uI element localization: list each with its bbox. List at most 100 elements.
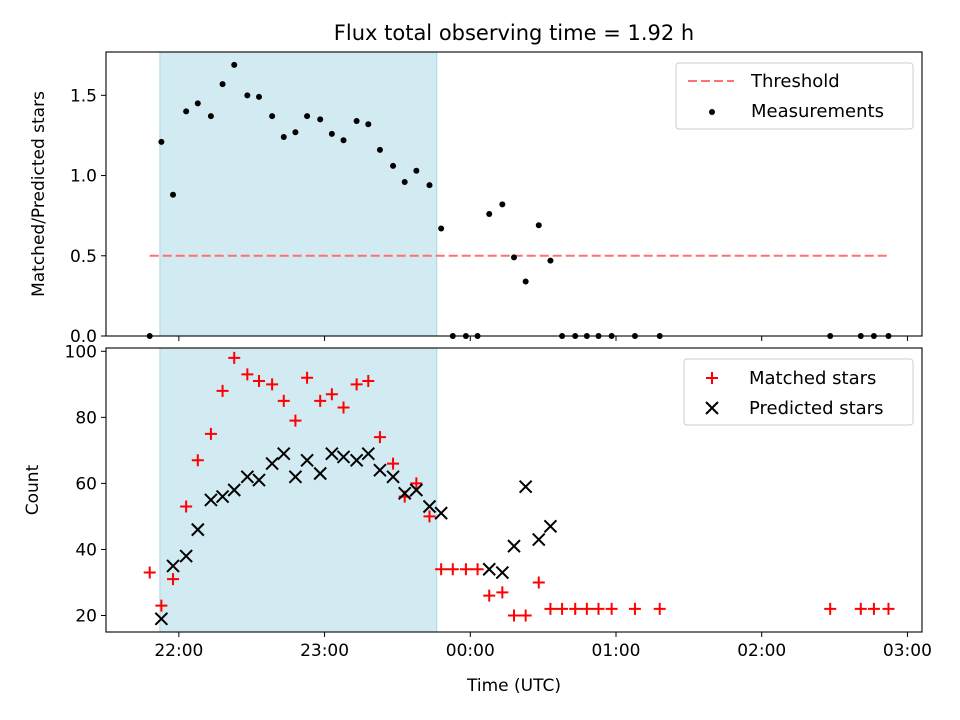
predicted-star-marker — [265, 456, 279, 471]
legend-matched-swatch — [706, 372, 718, 384]
measurement-point — [353, 117, 360, 124]
matched-star-marker — [569, 602, 582, 615]
bottom-y-tick-label: 20 — [75, 606, 97, 626]
chart-title: Flux total observing time = 1.92 h — [334, 21, 694, 45]
top-y-tick-label: 1.5 — [70, 86, 97, 106]
x-tick-label: 01:00 — [592, 641, 641, 661]
matched-star-marker — [204, 427, 217, 440]
matched-star-marker — [519, 609, 532, 622]
matched-star-marker — [508, 609, 520, 622]
measurement-point — [256, 93, 262, 100]
top-x-axis — [178, 336, 908, 341]
matched-star-marker — [483, 589, 496, 602]
legend-measurements-swatch — [709, 109, 715, 115]
predicted-star-marker — [166, 559, 180, 573]
matched-star-marker — [325, 388, 338, 401]
matched-star-marker — [867, 602, 880, 615]
matched-star-marker — [471, 563, 484, 576]
predicted-star-marker — [252, 473, 266, 487]
measurement-point — [219, 81, 226, 88]
measurement-point — [328, 130, 335, 137]
predicted-star-marker — [227, 483, 241, 497]
matched-star-marker — [556, 602, 569, 615]
matched-star-marker — [882, 602, 895, 615]
measurement-point — [511, 254, 517, 261]
bottom-legend: Matched stars Predicted stars — [683, 358, 914, 426]
measurement-point — [438, 225, 445, 232]
predicted-star-marker — [518, 479, 533, 494]
predicted-star-marker — [409, 483, 424, 497]
matched-star-marker — [544, 602, 557, 615]
matched-star-marker — [167, 573, 180, 586]
matched-star-marker — [155, 599, 168, 612]
predicted-star-marker — [361, 446, 375, 461]
measurement-point — [158, 138, 165, 145]
measurement-point — [413, 167, 420, 174]
matched-star-marker — [653, 602, 666, 615]
matched-star-marker — [289, 414, 302, 427]
measurement-point — [183, 108, 190, 115]
x-tick-label: 00:00 — [446, 641, 495, 661]
matched-star-marker — [337, 401, 350, 414]
matched-star-marker — [350, 378, 363, 391]
predicted-star-marker — [277, 446, 291, 461]
x-tick-label: 23:00 — [300, 641, 349, 661]
matched-star-marker — [143, 566, 156, 579]
matched-star-marker — [824, 602, 837, 615]
matched-star-marker — [387, 457, 400, 470]
predicted-star-marker — [507, 539, 521, 553]
measurement-point — [292, 129, 299, 136]
matched-star-marker — [314, 394, 327, 407]
measurement-point — [401, 178, 408, 185]
matched-star-marker — [423, 510, 436, 523]
x-tick-label: 22:00 — [154, 641, 203, 661]
measurement-point — [376, 146, 383, 153]
legend-measurements-label: Measurements — [751, 101, 884, 122]
bottom-panel: 20 40 60 80 100 22:00 23:00 00:00 01:00 02:00 03:… — [23, 342, 932, 696]
bottom-y-tick-label: 80 — [75, 408, 97, 428]
predicted-star-marker — [336, 450, 351, 464]
measurement-point — [486, 211, 493, 218]
top-y-tick-label: 0.0 — [70, 327, 97, 347]
x-axis-label: Time (UTC) — [466, 676, 561, 696]
matched-star-marker — [266, 378, 279, 391]
predicted-star-marker — [215, 489, 230, 504]
predicted-star-marker — [386, 470, 400, 484]
bottom-y-tick-label: 60 — [75, 474, 97, 494]
predicted-star-marker — [288, 470, 303, 484]
x-tick-label: 03:00 — [883, 641, 932, 661]
matched-star-marker — [216, 384, 229, 397]
top-plot-frame — [105, 51, 923, 337]
matched-star-marker — [435, 563, 448, 576]
top-legend: Threshold Measurements — [675, 62, 914, 130]
predicted-star-marker — [495, 565, 510, 580]
matched-star-marker — [496, 586, 509, 599]
bottom-plot-frame — [105, 347, 923, 633]
measurement-point — [170, 191, 177, 198]
matched-star-marker — [228, 351, 241, 364]
matched-star-marker — [253, 375, 265, 388]
matched-star-marker — [191, 454, 204, 467]
bottom-y-tick-label: 100 — [65, 342, 97, 362]
legend-predicted-label: Predicted stars — [749, 398, 883, 419]
bottom-y-axis-label: Count — [23, 464, 43, 515]
predicted-star-marker — [422, 499, 437, 514]
measurement-point — [365, 121, 372, 128]
matched-star-marker — [854, 602, 867, 615]
top-panel: 0.0 0.5 1.0 1.5 Flux total observing time =… — [29, 21, 923, 347]
matched-star-marker — [301, 371, 314, 384]
matched-star-marker — [241, 368, 254, 381]
matched-star-marker — [180, 500, 193, 513]
measurement-point — [194, 100, 201, 107]
predicted-star-marker — [313, 466, 327, 481]
matched-star-marker — [373, 431, 386, 444]
matched-star-marker — [362, 375, 375, 388]
predicted-star-marker — [349, 453, 364, 467]
measurement-point — [499, 201, 506, 208]
measurement-point — [280, 134, 287, 141]
matched-star-marker — [532, 576, 545, 589]
top-y-tick-label: 0.5 — [70, 247, 97, 267]
matched-star-marker — [410, 477, 423, 490]
matched-star-marker — [459, 563, 472, 576]
matched-stars-series — [143, 351, 895, 622]
